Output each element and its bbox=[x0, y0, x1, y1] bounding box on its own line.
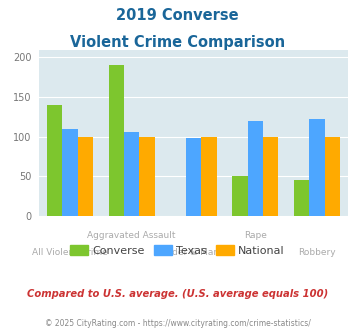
Bar bbox=[247, 121, 263, 216]
Text: Murder & Mans...: Murder & Mans... bbox=[155, 248, 232, 257]
Text: All Violent Crime: All Violent Crime bbox=[32, 248, 108, 257]
Text: 2019 Converse: 2019 Converse bbox=[116, 8, 239, 23]
Bar bbox=[47, 105, 62, 216]
Legend: Converse, Texas, National: Converse, Texas, National bbox=[66, 240, 289, 260]
Bar bbox=[294, 181, 309, 216]
Bar bbox=[124, 132, 140, 216]
Bar bbox=[325, 137, 340, 216]
Bar bbox=[186, 138, 201, 216]
Bar bbox=[78, 137, 93, 216]
Text: Robbery: Robbery bbox=[298, 248, 336, 257]
Bar bbox=[201, 137, 217, 216]
Text: Violent Crime Comparison: Violent Crime Comparison bbox=[70, 35, 285, 50]
Text: Compared to U.S. average. (U.S. average equals 100): Compared to U.S. average. (U.S. average … bbox=[27, 289, 328, 299]
Bar bbox=[109, 65, 124, 216]
Bar bbox=[263, 137, 278, 216]
Text: © 2025 CityRating.com - https://www.cityrating.com/crime-statistics/: © 2025 CityRating.com - https://www.city… bbox=[45, 319, 310, 328]
Text: Aggravated Assault: Aggravated Assault bbox=[87, 231, 176, 240]
Text: Rape: Rape bbox=[244, 231, 267, 240]
Bar bbox=[232, 177, 247, 216]
Bar bbox=[140, 137, 155, 216]
Bar bbox=[62, 129, 78, 216]
Bar bbox=[309, 119, 325, 216]
